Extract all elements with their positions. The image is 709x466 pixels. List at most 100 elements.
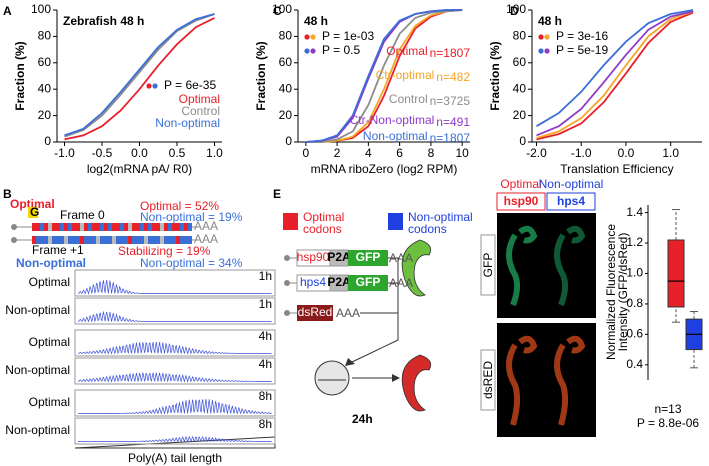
x-tick-label: 4	[365, 146, 372, 160]
x-tick-label: 1.0	[662, 146, 679, 160]
gene-label: hsp90	[297, 250, 330, 264]
codon	[108, 223, 112, 231]
y-tick-label: 100	[31, 2, 51, 16]
legend-label: codons	[408, 222, 447, 236]
column-box	[546, 192, 596, 211]
legend-label: Control	[389, 92, 428, 106]
trace	[77, 371, 272, 383]
legend-label: Optimal	[303, 210, 344, 224]
codon	[40, 236, 44, 244]
trace	[77, 341, 272, 355]
y-tick-label: 0.4	[626, 357, 643, 371]
gfp-label: GFP	[356, 275, 381, 289]
codon	[168, 236, 172, 244]
legend-dot	[310, 34, 316, 40]
codon	[108, 236, 112, 244]
row-label: GFP	[481, 253, 495, 278]
row-label: Optimal	[29, 395, 70, 409]
heading: Optimal	[10, 197, 55, 211]
codon	[156, 236, 160, 244]
codon	[120, 236, 124, 244]
dsred-embryo	[554, 335, 586, 426]
x-tick-label: 8	[428, 146, 435, 160]
g-label: G	[30, 205, 39, 219]
codon	[152, 236, 156, 244]
codon	[120, 223, 124, 231]
codon	[160, 236, 164, 244]
codon	[128, 236, 132, 244]
trace-box	[74, 389, 276, 417]
annotation: P = 3e-16	[556, 29, 608, 43]
panel-letter: E	[273, 187, 281, 201]
arrows	[351, 257, 399, 379]
codon	[80, 236, 84, 244]
gfp-embryo	[554, 225, 586, 307]
column-group: Non-optimal	[539, 177, 604, 191]
annotation: P = 6e-35	[164, 78, 216, 92]
codon	[52, 223, 56, 231]
codon	[36, 236, 40, 244]
time-label: 24h	[352, 412, 373, 426]
codon	[104, 236, 108, 244]
legend-label: Ctr-Non-optimal	[350, 113, 435, 127]
tail: AAA	[194, 232, 218, 246]
codon	[140, 223, 144, 231]
codon	[136, 223, 140, 231]
dsred-box	[297, 305, 333, 321]
row-time: 8h	[259, 417, 272, 431]
legend-count: n=482	[436, 70, 470, 84]
panel-letter: D	[510, 4, 519, 18]
codon	[84, 236, 88, 244]
codon	[48, 236, 52, 244]
panel-letter: B	[3, 187, 12, 201]
gfp-box	[348, 250, 388, 266]
codon	[184, 236, 188, 244]
p2a-label: P2A	[327, 250, 351, 264]
tail: AAA	[194, 219, 218, 233]
row-label: dsRED	[481, 361, 495, 399]
p2a-label: P2A	[327, 275, 351, 289]
y-tick-label: 20	[513, 108, 527, 122]
y-axis-label: Fraction (%)	[488, 41, 502, 110]
legend-label: Ctr-optimal	[376, 68, 435, 82]
trace-box	[74, 329, 276, 357]
gene-label: hps4	[300, 275, 326, 289]
gfp-label: GFP	[356, 250, 381, 264]
codon	[80, 223, 84, 231]
y-tick-label: 0.8	[626, 296, 643, 310]
legend-dot	[304, 34, 310, 40]
trace	[78, 399, 272, 415]
panel-letter: A	[3, 4, 12, 18]
legend-dot	[538, 34, 544, 40]
tail: AAA	[336, 306, 360, 320]
codon	[68, 236, 72, 244]
codon	[128, 223, 132, 231]
codon	[132, 223, 136, 231]
codon	[88, 223, 92, 231]
row-box	[480, 349, 496, 411]
arrowhead	[392, 374, 400, 382]
codon	[56, 223, 60, 231]
codon	[40, 223, 44, 231]
x-axis-label: mRNA riboZero (log2 RPM)	[311, 162, 458, 176]
y-tick-label: 40	[38, 81, 52, 95]
codon	[124, 236, 128, 244]
y-tick-label: 60	[513, 55, 527, 69]
x-tick-label: 0.0	[131, 146, 148, 160]
codon	[176, 236, 180, 244]
codon	[92, 223, 96, 231]
codon	[36, 223, 40, 231]
codon	[92, 236, 96, 244]
gfp-box	[348, 275, 388, 291]
gene-cap	[11, 224, 17, 230]
y-axis-label: Fraction (%)	[254, 41, 268, 110]
x-tick-label: -1.0	[571, 146, 592, 160]
row-time: 1h	[259, 297, 272, 311]
annotation: n=13	[654, 402, 681, 416]
y-tick-label: 0.6	[626, 327, 643, 341]
x-tick-label: 10	[456, 146, 470, 160]
column-box	[496, 192, 546, 211]
stat: Optimal = 52%	[140, 199, 219, 213]
legend-label: Non-optimal	[155, 116, 220, 130]
